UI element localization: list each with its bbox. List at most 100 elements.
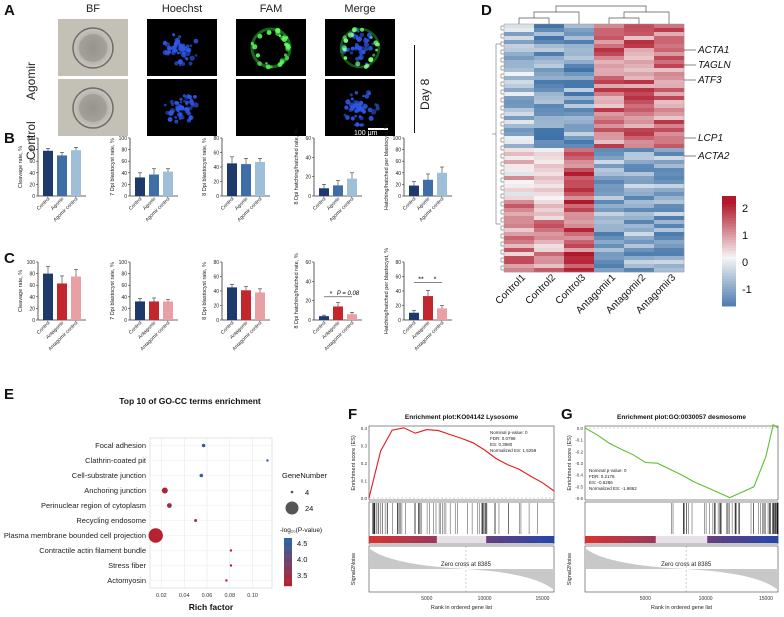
heatmap-cell [624,68,655,73]
heatmap-cell [654,92,685,97]
bar [149,174,159,196]
heatmap-cell [624,136,655,141]
heatmap-cell [534,260,565,265]
panel-letter-f: F [348,406,358,423]
y-tick-label: 100 [393,136,402,142]
bar [71,150,81,196]
heatmap-cell [594,192,625,197]
heatmap-cell [564,120,595,125]
bar [43,273,53,320]
heatmap-cell [624,252,655,257]
rank-tick-label: 5000 [421,596,432,602]
legend-swatch [722,240,736,244]
term-label: Stress fiber [108,561,146,570]
gene-label: TAGLN [698,60,731,71]
heatmap-cell [594,268,625,273]
es-tick-label: -0.6 [575,496,583,501]
heatmap-cell [594,196,625,201]
nucleus-dot [362,109,366,114]
enrichment-dot [194,519,198,522]
nucleus-dot [352,28,357,33]
y-tick-label: 80 [395,148,401,154]
rank-gradient [687,536,695,543]
heatmap-cell [654,248,685,253]
heatmap-cell [594,84,625,89]
heatmap-cell [594,248,625,253]
heatmap-cell [624,140,655,145]
x-tick-label: 0.04 [179,593,190,599]
rank-gradient [412,536,419,543]
size-legend-label: 24 [305,504,313,513]
gene-label: ACTA1 [697,45,730,56]
y-tick-label: 80 [213,136,219,142]
heatmap-cell [504,128,535,133]
legend-swatch [722,284,736,288]
nucleus-dot [172,33,176,37]
es-tick-label: -0.2 [575,449,583,454]
y-tick-label: 60 [395,159,401,165]
heatmap-cell [654,264,685,269]
color-legend-swatch [284,582,292,585]
nucleus-dot [174,61,179,66]
color-legend-swatch [284,555,292,558]
heatmap-cell [654,224,685,229]
heatmap-cell [624,148,655,153]
nucleus-dot [358,46,362,50]
nucleus-dot [182,107,186,111]
heatmap-cell [594,40,625,45]
heatmap-cell [504,52,535,57]
heatmap-cell [594,44,625,49]
rank-gradient [681,536,689,543]
heatmap-cell [534,32,565,37]
legend-swatch [722,273,736,277]
heatmap-cell [594,164,625,169]
heatmap-cell [654,216,685,221]
rank-gradient [486,536,493,543]
heatmap-cell [624,212,655,217]
y-tick-label: 40 [305,155,311,161]
nucleus-dot [286,44,290,48]
heatmap-cell [534,124,565,129]
heatmap-cell [564,124,595,129]
heatmap-cell [594,132,625,137]
bar [135,177,145,196]
nucleus-dot [186,118,192,123]
heatmap-cell [624,192,655,197]
heatmap-cell [564,192,595,197]
y-tick-label: 40 [213,289,219,295]
plot-area [149,437,273,589]
legend-swatch [722,253,736,257]
heatmap-cell [594,256,625,261]
heatmap-cell [624,56,655,61]
heatmap-cell [594,200,625,205]
size-legend-label: 4 [305,488,309,497]
gsea-stat: ES: -0.6286 [589,480,613,485]
bar [163,171,173,196]
heatmap-cell [534,88,565,93]
heatmap-cell [504,140,535,145]
heatmap-cell [534,116,565,121]
rank-gradient [765,536,772,543]
color-legend-swatch [284,554,292,556]
heatmap-cell [534,252,565,257]
nucleus-dot [358,115,362,118]
y-axis-label: 8 Dpi hatching/hatched rate, % [294,253,300,328]
nucleus-dot [167,50,172,54]
heatmap-cell [564,148,595,153]
y-tick-label: 0 [216,318,219,324]
nucleus-dot [372,53,376,57]
heatmap-cell [534,148,565,153]
heatmap-cell [504,172,535,177]
legend-swatch [722,229,736,233]
es-curve [368,427,555,499]
control-hoechst-image [147,79,217,136]
nucleus-dot [350,46,355,51]
nucleus-dot [375,106,380,111]
nucleus-dot [187,94,192,100]
bar [409,312,419,320]
heatmap-cell [534,48,565,53]
heatmap-cell [624,48,655,53]
nucleus-dot [360,123,365,127]
heatmap-cell [624,80,655,85]
nucleus-dot [166,45,172,51]
